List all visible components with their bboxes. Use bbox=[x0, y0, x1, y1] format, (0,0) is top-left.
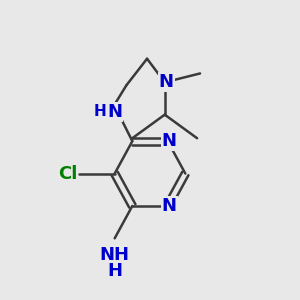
Text: H: H bbox=[107, 262, 122, 280]
Text: N: N bbox=[107, 103, 122, 121]
Text: H: H bbox=[94, 104, 106, 119]
Text: Cl: Cl bbox=[58, 165, 77, 183]
Text: NH: NH bbox=[100, 245, 130, 263]
Text: N: N bbox=[162, 197, 177, 215]
Text: N: N bbox=[162, 132, 177, 150]
Text: N: N bbox=[159, 73, 174, 91]
